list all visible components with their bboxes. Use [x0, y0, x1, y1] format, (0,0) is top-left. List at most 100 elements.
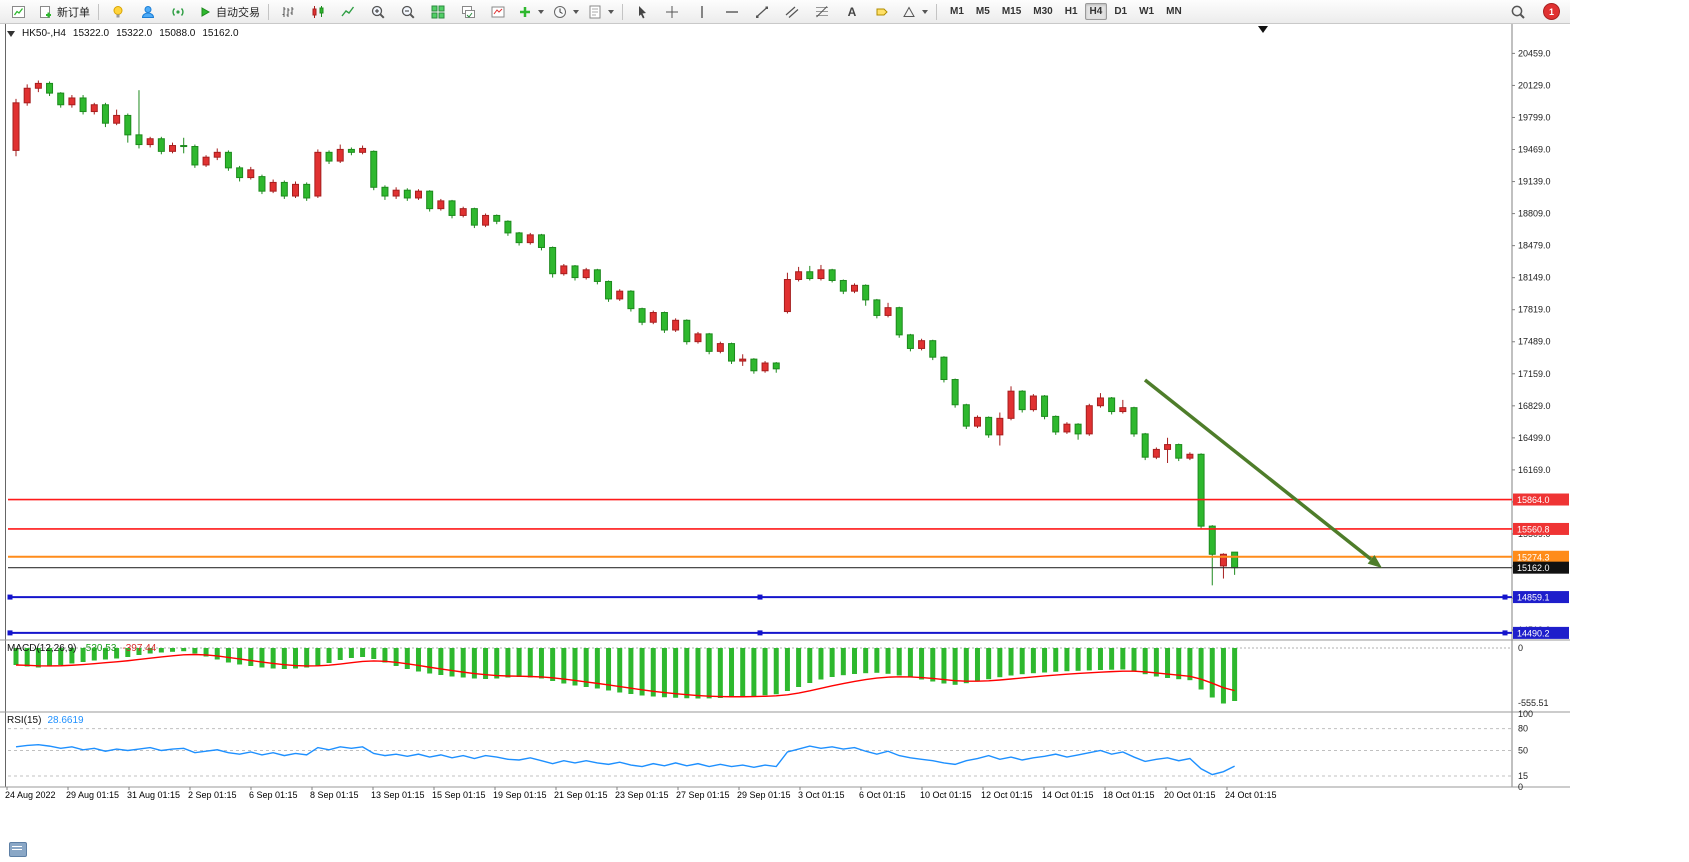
candle-body — [57, 92, 65, 106]
one-click-trading-toggle[interactable] — [7, 30, 15, 37]
profile-button[interactable] — [133, 1, 163, 23]
notification-badge[interactable]: 1 — [1543, 3, 1560, 20]
line-handle[interactable] — [1502, 630, 1508, 636]
candle-body — [795, 271, 803, 281]
candle-body — [135, 134, 143, 146]
trendline-button[interactable] — [747, 1, 777, 23]
lightbulb-icon — [113, 5, 123, 17]
trend-arrow-head[interactable] — [1367, 554, 1382, 568]
template-button[interactable] — [583, 1, 618, 23]
zoom-out-button[interactable] — [393, 1, 423, 23]
rsi-axis-label: 0 — [1518, 782, 1523, 792]
time-axis-label: 29 Aug 01:15 — [66, 790, 119, 800]
timeframe-M5[interactable]: M5 — [975, 6, 990, 17]
auto-arrange-button[interactable] — [483, 1, 513, 23]
macd-signal-line — [15, 653, 1235, 698]
text-tool-icon: A — [847, 4, 857, 19]
candle-body — [224, 151, 232, 169]
search-button[interactable] — [1503, 1, 1533, 23]
macd-indicator-label: MACD(12,26,9) -530.53 -397.44 — [7, 643, 156, 654]
trendline-icon — [756, 6, 768, 18]
dropdown-caret-icon — [573, 9, 579, 14]
candle-body — [817, 269, 825, 280]
price-line-label-box — [1513, 522, 1569, 535]
price-axis-label: 19469.0 — [1518, 145, 1551, 155]
candle-body — [1063, 423, 1071, 433]
trend-arrow-line[interactable] — [1143, 378, 1373, 561]
new-chart-button[interactable] — [4, 1, 34, 23]
time-axis-label: 14 Oct 01:15 — [1042, 790, 1094, 800]
candle-body — [493, 214, 501, 222]
timeframe-H1[interactable]: H1 — [1064, 6, 1078, 17]
toolbar-separator — [98, 3, 99, 20]
timeframe-M30[interactable]: M30 — [1033, 6, 1053, 17]
line-handle[interactable] — [1502, 594, 1508, 600]
candle-body — [269, 181, 277, 192]
line-chart-button[interactable] — [333, 1, 363, 23]
price-line-label: 15274.3 — [1517, 552, 1550, 562]
time-axis-label: 23 Sep 01:15 — [615, 790, 669, 800]
text-label-button[interactable] — [867, 1, 897, 23]
candle-body — [1219, 553, 1227, 567]
candlestick-chart-button[interactable] — [303, 1, 333, 23]
zoom-in-button[interactable] — [363, 1, 393, 23]
zoom-out-icon — [401, 5, 415, 19]
timeframe-W1[interactable]: W1 — [1139, 6, 1155, 17]
shapes-icon — [903, 5, 915, 17]
plus-icon — [520, 6, 530, 17]
rsi-value: 28.6619 — [47, 715, 84, 726]
fibonacci-button[interactable] — [807, 1, 837, 23]
candle-body — [638, 308, 646, 323]
bar-chart-button[interactable] — [273, 1, 303, 23]
timeframe-MN[interactable]: MN — [1166, 6, 1182, 17]
price-axis-label: 16829.0 — [1518, 401, 1551, 411]
chart-shift-marker[interactable] — [1258, 26, 1268, 33]
chart-canvas[interactable]: 20459.0 20129.0 19799.0 19469.0 19139.0 18809… — [0, 24, 1570, 800]
vertical-line-button[interactable] — [687, 1, 717, 23]
line-handle[interactable] — [7, 594, 13, 600]
candlestick-icon — [312, 5, 324, 18]
crosshair-button[interactable] — [657, 1, 687, 23]
line-handle[interactable] — [7, 630, 13, 636]
candle-body — [929, 340, 937, 358]
horizontal-line-icon — [726, 10, 738, 13]
time-axis-label: 8 Sep 01:15 — [310, 790, 359, 800]
line-handle[interactable] — [757, 594, 763, 600]
candle-body — [448, 200, 456, 216]
shapes-button[interactable] — [897, 1, 932, 23]
candle-body — [12, 102, 20, 151]
timeframe-M1[interactable]: M1 — [950, 6, 964, 17]
candle-body — [1164, 444, 1172, 450]
signals-button[interactable] — [163, 1, 193, 23]
text-button[interactable]: A — [837, 1, 867, 23]
candle-body — [1119, 407, 1127, 413]
cursor-button[interactable] — [627, 1, 657, 23]
tile-windows-button[interactable] — [423, 1, 453, 23]
cascade-windows-button[interactable] — [453, 1, 483, 23]
candle-body — [962, 404, 970, 427]
zoom-in-icon — [371, 5, 385, 19]
period-clock-button[interactable] — [548, 1, 583, 23]
line-handle[interactable] — [757, 630, 763, 636]
channel-button[interactable] — [777, 1, 807, 23]
timeframe-M15[interactable]: M15 — [1001, 6, 1022, 17]
template-icon — [589, 5, 601, 18]
candle-body — [336, 148, 344, 162]
horizontal-line-button[interactable] — [717, 1, 747, 23]
time-axis-label: 21 Sep 01:15 — [554, 790, 608, 800]
candle-body — [1141, 433, 1149, 458]
new-order-button[interactable]: 新订单 — [34, 1, 94, 23]
tips-button[interactable] — [103, 1, 133, 23]
time-axis-label: 31 Aug 01:15 — [127, 790, 180, 800]
timeframe-H4[interactable]: H4 — [1084, 3, 1108, 20]
taskbar-chart-icon[interactable] — [9, 842, 27, 857]
timeframe-D1[interactable]: D1 — [1114, 6, 1128, 17]
close-value: 15162.0 — [202, 28, 239, 39]
candle-body — [828, 269, 836, 281]
candle-body — [1231, 551, 1239, 569]
chart-area[interactable]: 20459.0 20129.0 19799.0 19469.0 19139.0 18809… — [0, 24, 1570, 800]
add-chart-button[interactable] — [513, 1, 548, 23]
auto-trading-button[interactable]: 自动交易 — [193, 1, 264, 23]
person-icon — [141, 5, 155, 18]
open-value: 15322.0 — [72, 28, 110, 39]
